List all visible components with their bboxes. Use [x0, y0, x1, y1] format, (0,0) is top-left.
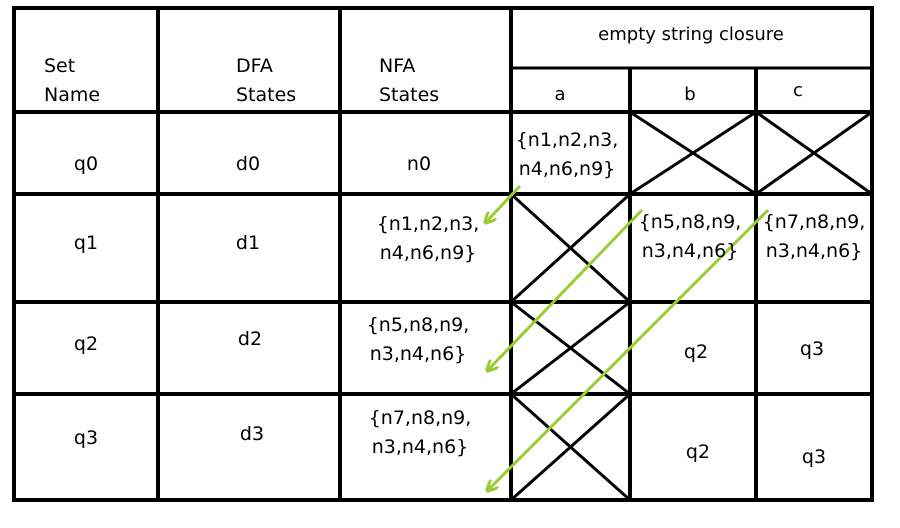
row-q2-nfa: {n5,n8,n9, n3,n4,n6} — [366, 314, 470, 365]
row-q3-closure-b: q2 — [685, 441, 711, 463]
empty-cell-cross — [510, 392, 631, 502]
arrow-a-to-d1 — [486, 184, 522, 222]
row-q3-closure-c: q3 — [801, 446, 827, 468]
row-q3-set: q3 — [73, 427, 99, 449]
row-q1-nfa: {n1,n2,n3, n4,n6,n9} — [376, 213, 480, 264]
row-q1-closure-c: {n7,n8,n9, n3,n4,n6} — [762, 211, 866, 262]
row-q0-dfa: d0 — [235, 153, 261, 175]
header-closure-title: empty string closure — [598, 24, 784, 45]
row-q3-nfa: {n7,n8,n9, n3,n4,n6} — [368, 407, 472, 458]
empty-cell-cross — [510, 300, 631, 396]
row-q2-set: q2 — [73, 333, 99, 355]
row-q1-dfa: d1 — [235, 232, 261, 254]
row-q2-closure-b: q2 — [683, 341, 709, 363]
row-q2-closure-c: q3 — [799, 338, 825, 360]
empty-cell-cross — [755, 110, 873, 196]
header-nfa-states: NFA States — [379, 55, 440, 106]
arrow-c-to-d3 — [488, 208, 770, 490]
row-q1-closure-b: {n5,n8,n9, n3,n4,n6} — [638, 211, 742, 262]
header-set-name: Set Name — [44, 55, 101, 106]
row-q0-set: q0 — [73, 153, 99, 175]
arrow-b-to-d2 — [488, 208, 644, 370]
row-q2-dfa: d2 — [237, 328, 263, 350]
empty-cell-cross — [629, 110, 757, 196]
row-q3-dfa: d3 — [239, 423, 265, 445]
header-dfa-states: DFA States — [236, 55, 297, 106]
row-q1-set: q1 — [73, 232, 99, 254]
row-q0-closure-a: {n1,n2,n3, n4,n6,n9} — [515, 129, 619, 180]
header-symbol-b: b — [684, 84, 696, 105]
header-symbol-a: a — [554, 84, 566, 105]
table-border — [12, 6, 874, 502]
header-symbol-c: c — [793, 80, 803, 101]
row-q0-nfa: n0 — [406, 153, 432, 175]
empty-cell-cross — [509, 192, 632, 304]
